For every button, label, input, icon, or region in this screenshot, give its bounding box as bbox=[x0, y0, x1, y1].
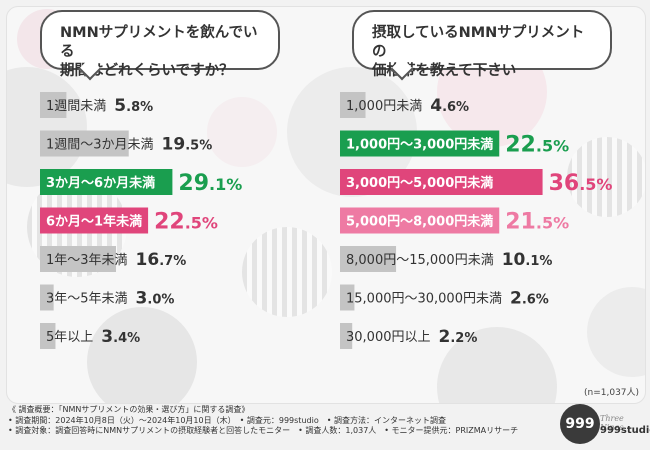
category-label: 3年〜5年未満 bbox=[46, 292, 128, 307]
chart-frame bbox=[6, 6, 646, 404]
bar-price-2 bbox=[340, 169, 543, 195]
value-label: 36.5% bbox=[549, 171, 613, 196]
bar-price-5 bbox=[340, 284, 355, 311]
category-label: 1年〜3年未満 bbox=[46, 253, 128, 268]
decor-striped-circle bbox=[567, 137, 645, 217]
category-label: 1週間〜3か月未満 bbox=[46, 138, 154, 153]
value-label: 16.7% bbox=[136, 250, 187, 270]
bar-price-1 bbox=[340, 130, 500, 157]
bar-duration-5 bbox=[40, 284, 54, 311]
value-label: 5.8% bbox=[114, 96, 153, 116]
category-label: 5年以上 bbox=[46, 330, 93, 345]
value-label: 21.5% bbox=[505, 210, 569, 235]
question-line: NMNサプリメントを飲んでいる bbox=[60, 25, 258, 60]
footer-line: 《 調査概要：「NMNサプリメントの効果・選び方」に関する調査》 bbox=[8, 405, 250, 414]
decor-circle bbox=[207, 97, 277, 167]
bar-duration-2 bbox=[40, 169, 173, 195]
question-bubble-left: NMNサプリメントを飲んでいる 期間はどれくらいですか？ bbox=[40, 10, 280, 81]
value-label: 19.5% bbox=[162, 135, 213, 155]
value-label: 29.1% bbox=[178, 171, 242, 196]
value-label: 3.4% bbox=[101, 327, 140, 347]
survey-footer: 《 調査概要：「NMNサプリメントの効果・選び方」に関する調査》 • 調査期間：… bbox=[8, 405, 518, 437]
category-label: 5,000円〜8,000円未満 bbox=[346, 214, 493, 230]
logo-name: 999studio bbox=[600, 425, 650, 436]
question-bubble-right: 摂取しているNMNサプリメントの 価格帯を教えて下さい bbox=[352, 10, 612, 81]
brand-logo: 999 Three Nines 999studio bbox=[560, 404, 650, 446]
bar-duration-1 bbox=[40, 130, 129, 157]
decor-striped-circle bbox=[242, 227, 332, 317]
value-label: 3.0% bbox=[136, 289, 175, 309]
logo-subtitle: Three Nines bbox=[600, 414, 624, 432]
category-label: 6か月〜1年未満 bbox=[46, 214, 142, 230]
bar-duration-4 bbox=[40, 246, 116, 272]
category-label: 3,000円〜5,000円未満 bbox=[346, 175, 493, 191]
bar-price-0 bbox=[340, 92, 366, 118]
category-label: 1週間未満 bbox=[46, 99, 106, 114]
value-label: 2.6% bbox=[510, 289, 549, 309]
value-label: 2.2% bbox=[439, 327, 478, 347]
bar-duration-0 bbox=[40, 92, 67, 118]
question-line: 摂取しているNMNサプリメントの bbox=[372, 25, 585, 60]
bar-price-3 bbox=[340, 207, 500, 234]
value-label: 10.1% bbox=[502, 250, 553, 270]
value-label: 22.5% bbox=[505, 133, 569, 158]
category-label: 1,000円〜3,000円未満 bbox=[346, 137, 493, 153]
category-label: 15,000円〜30,000円未満 bbox=[346, 292, 502, 307]
bar-duration-3 bbox=[40, 207, 149, 234]
category-label: 30,000円以上 bbox=[346, 330, 431, 345]
footer-line: • 調査対象：調査回答時にNMNサプリメントの摂取経験者と回答したモニター • … bbox=[8, 426, 519, 435]
value-label: 22.5% bbox=[154, 210, 218, 235]
logo-mark: 999 bbox=[560, 404, 600, 444]
bar-duration-6 bbox=[40, 323, 56, 349]
bar-price-6 bbox=[340, 323, 353, 349]
decor-circle bbox=[87, 307, 197, 403]
sample-size-note: (n=1,037人) bbox=[584, 388, 640, 398]
category-label: 1,000円未満 bbox=[346, 99, 422, 114]
value-label: 4.6% bbox=[430, 96, 469, 116]
footer-line: • 調査期間：2024年10月8日（火）〜2024年10月10日（木） • 調査… bbox=[8, 415, 446, 425]
category-label: 3か月〜6か月未満 bbox=[46, 175, 155, 191]
bar-price-4 bbox=[340, 246, 397, 272]
category-label: 8,000円〜15,000円未満 bbox=[346, 253, 494, 268]
question-line: 期間はどれくらいですか？ bbox=[60, 63, 234, 79]
